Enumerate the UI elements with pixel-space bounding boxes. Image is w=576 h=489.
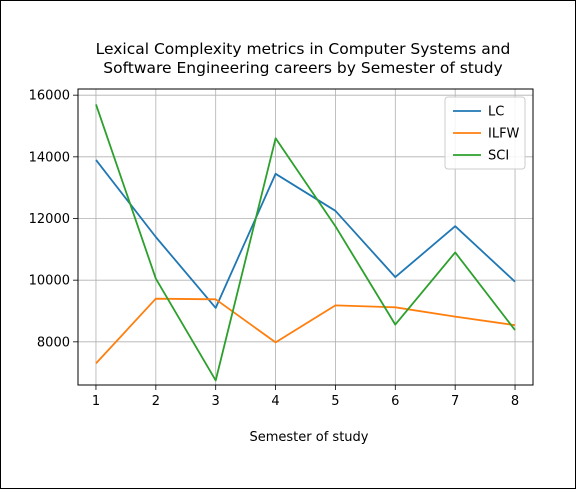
series-line-ilfw — [95, 297, 516, 365]
y-tick-label: 12000 — [29, 212, 70, 227]
plot-area — [77, 88, 534, 386]
chart-title-line-2: Software Engineering careers by Semester… — [103, 59, 502, 77]
series-line-lc — [95, 159, 516, 309]
grid — [78, 89, 533, 385]
legend: LC ILFW SCI — [444, 96, 526, 170]
x-tick-label: 7 — [451, 394, 459, 409]
x-axis-label: Semester of study — [250, 430, 369, 445]
legend-label-ilfw: ILFW — [488, 127, 520, 142]
x-tick-label: 4 — [271, 394, 279, 409]
legend-label-lc: LC — [488, 105, 504, 120]
y-tick-label: 14000 — [29, 150, 70, 165]
legend-label-sci: SCI — [488, 149, 509, 164]
axis-ticks: 1 2 3 4 5 6 7 8 8000 10000 12000 14000 16000 — [29, 89, 520, 409]
y-tick-label: 10000 — [29, 274, 70, 289]
legend-box — [444, 96, 526, 170]
x-tick-label: 8 — [511, 394, 519, 409]
x-tick-label: 6 — [391, 394, 399, 409]
x-tick-label: 5 — [331, 394, 339, 409]
x-tick-label: 2 — [152, 394, 160, 409]
x-tick-label: 3 — [212, 394, 220, 409]
x-tick-label: 1 — [92, 394, 100, 409]
series-line-sci — [95, 104, 516, 382]
series-lines — [95, 104, 516, 382]
y-tick-label: 16000 — [29, 89, 70, 104]
chart-title-line-1: Lexical Complexity metrics in Computer S… — [96, 40, 511, 58]
y-tick-label: 8000 — [37, 335, 70, 350]
